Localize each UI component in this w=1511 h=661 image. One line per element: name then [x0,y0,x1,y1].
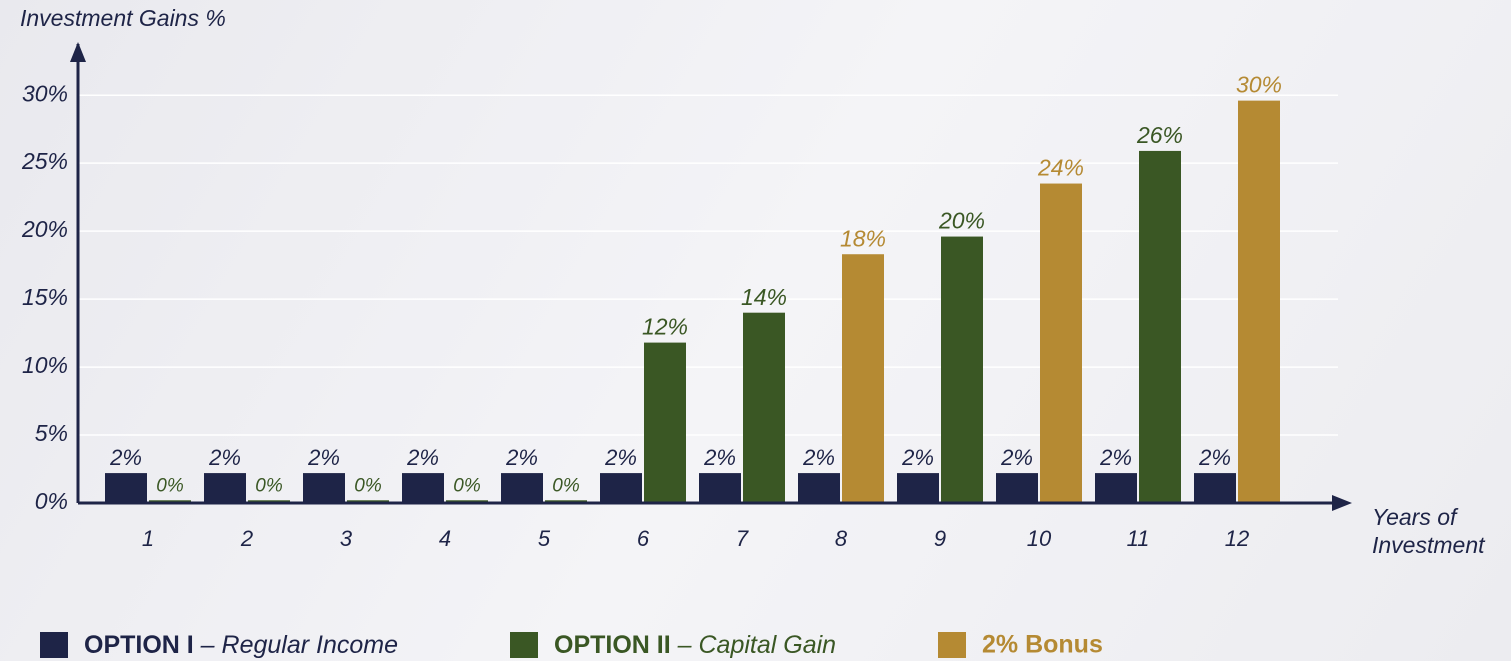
bar [699,473,741,503]
data-label: 2% [109,445,142,470]
bar [204,473,246,503]
y-tick-label: 5% [35,420,68,446]
data-label: 20% [938,208,985,234]
bar [105,473,147,503]
y-tick-label: 30% [22,80,68,106]
bar [897,473,939,503]
data-label: 2% [1099,445,1132,470]
x-tick-label: 10 [1027,526,1052,551]
data-label: 2% [703,445,736,470]
data-label: 18% [840,225,886,251]
y-tick-label: 15% [22,284,68,310]
bar [1139,150,1181,503]
data-label: 0% [354,475,382,496]
data-label: 2% [208,445,241,470]
bar [402,473,444,503]
y-tick-label: 20% [21,216,68,242]
x-tick-label: 11 [1127,526,1150,551]
x-tick-label: 1 [142,526,154,551]
legend-swatch [510,632,538,658]
x-tick-label: 7 [736,526,749,551]
x-axis-label: Years of Investment [1372,504,1485,558]
bar [996,473,1038,503]
bar [798,473,840,503]
data-label: 2% [406,445,439,470]
legend-swatch [938,632,966,658]
data-label: 24% [1037,155,1084,181]
legend-label: OPTION I – Regular Income [84,631,398,659]
legend-swatch [40,632,68,658]
data-label: 26% [1136,122,1183,148]
bar [644,342,686,503]
y-tick-label: 25% [21,148,68,174]
data-label: 0% [552,475,580,496]
bar [303,473,345,503]
x-tick-label: 5 [538,526,551,551]
data-label: 0% [453,475,481,496]
x-tick-label: 8 [835,526,848,551]
legend-label: 2% Bonus [982,631,1103,659]
y-tick-label: 10% [22,352,68,378]
data-label: 12% [642,314,688,340]
data-label: 14% [741,284,787,310]
bar [743,312,785,503]
data-label: 30% [1236,72,1282,98]
x-tick-label: 9 [934,526,946,551]
y-axis-arrow [70,42,86,62]
x-tick-label: 2 [240,526,253,551]
data-label: 2% [802,445,835,470]
bar [941,236,983,503]
legend-label: OPTION II – Capital Gain [554,631,836,659]
data-label: 2% [505,445,538,470]
x-axis-arrow [1332,495,1352,511]
data-label: 2% [1000,445,1033,470]
data-label: 2% [1198,445,1231,470]
x-tick-label: 3 [340,526,353,551]
data-label: 2% [901,445,934,470]
bar [1095,473,1137,503]
bar [600,473,642,503]
x-tick-label: 4 [439,526,451,551]
data-label: 2% [307,445,340,470]
data-label: 2% [604,445,637,470]
x-tick-label: 12 [1225,526,1249,551]
y-tick-label: 0% [35,488,68,514]
data-label: 0% [156,475,184,496]
chart-title: Investment Gains % [20,5,226,31]
bar [1040,183,1082,503]
x-tick-label: 6 [637,526,650,551]
data-label: 0% [255,475,283,496]
bar [501,473,543,503]
bar [1238,100,1280,503]
bar [842,254,884,503]
bar [1194,473,1236,503]
